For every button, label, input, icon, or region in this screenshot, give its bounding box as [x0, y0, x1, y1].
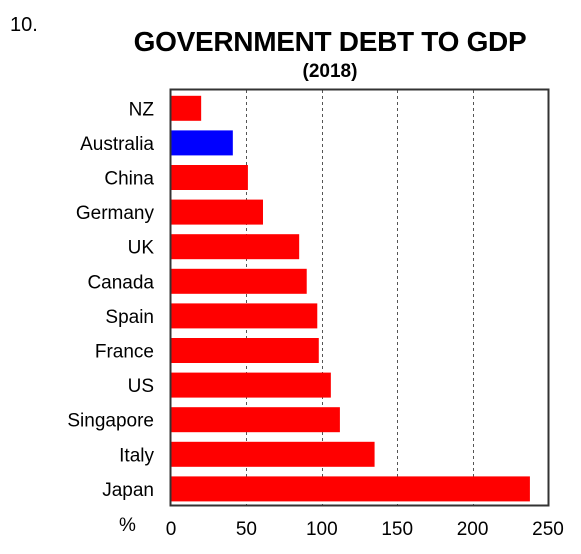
bar-france — [171, 338, 319, 363]
x-axis-unit-label: % — [119, 515, 136, 536]
plot-frame — [169, 88, 550, 507]
bar-australia — [171, 130, 233, 156]
bar-italy — [171, 441, 375, 467]
category-label: Spain — [105, 307, 154, 328]
figure-number: 10. — [10, 14, 38, 36]
bar-nz — [171, 95, 202, 121]
bar-spain — [171, 303, 318, 329]
category-label: NZ — [129, 99, 155, 120]
x-tick-label: 50 — [236, 519, 257, 540]
x-tick-labels: 0 50 100 150 200 250 — [166, 519, 564, 540]
chart-subtitle: (2018) — [302, 61, 358, 82]
bar-germany — [171, 199, 263, 225]
bar-uk — [171, 234, 300, 260]
category-label: Singapore — [67, 411, 154, 432]
category-label: France — [95, 342, 154, 363]
category-labels: NZ Australia China Germany UK Canada Spain Fran… — [67, 99, 154, 501]
category-label: Italy — [119, 445, 154, 466]
category-label: China — [104, 169, 154, 190]
bar-canada — [171, 268, 307, 294]
bar-japan — [171, 476, 530, 502]
x-tick-label: 200 — [457, 519, 489, 540]
category-label: Canada — [87, 272, 154, 293]
category-label: Japan — [102, 480, 154, 501]
x-tick-label: 0 — [166, 519, 177, 540]
x-tick-label: 250 — [532, 519, 564, 540]
bar-us — [171, 372, 331, 398]
category-label: Australia — [80, 134, 154, 155]
category-label: US — [128, 376, 154, 397]
bar-china — [171, 165, 248, 190]
bar-singapore — [171, 407, 340, 433]
chart-title: GOVERNMENT DEBT TO GDP — [133, 26, 527, 57]
x-tick-label: 150 — [381, 519, 413, 540]
category-label: UK — [128, 238, 155, 259]
x-tick-label: 100 — [306, 519, 338, 540]
bars — [171, 95, 530, 502]
category-label: Germany — [76, 203, 155, 224]
